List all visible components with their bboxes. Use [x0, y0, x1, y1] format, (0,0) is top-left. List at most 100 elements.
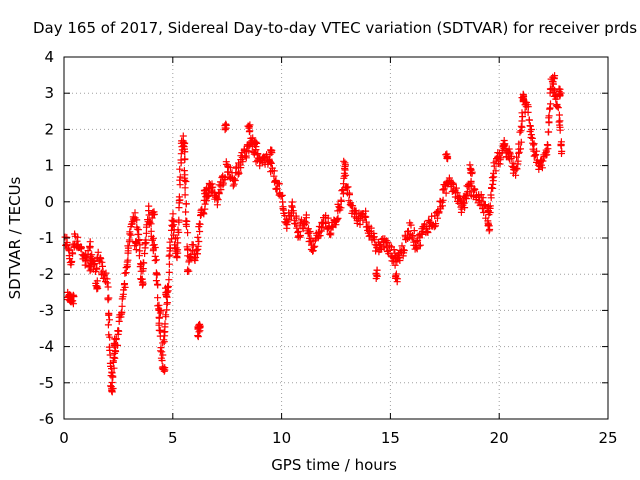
data-point [384, 239, 392, 247]
data-point [104, 283, 112, 291]
data-point [165, 283, 172, 291]
data-point [163, 300, 171, 308]
data-point [237, 164, 245, 172]
data-point [370, 233, 378, 241]
data-point [239, 158, 247, 166]
data-point [432, 220, 440, 228]
data-point [249, 134, 257, 142]
data-point [124, 244, 132, 252]
data-point [245, 124, 253, 132]
data-point [488, 174, 496, 182]
data-point [87, 265, 95, 273]
data-point [182, 208, 190, 216]
data-point [196, 228, 204, 235]
y-tick-label: 2 [44, 120, 54, 138]
data-point [182, 178, 190, 185]
data-point [181, 140, 188, 147]
data-point [518, 109, 526, 117]
data-point [150, 245, 157, 253]
data-point [182, 200, 190, 208]
data-point [108, 388, 116, 396]
data-point [452, 184, 460, 192]
data-point [267, 168, 275, 176]
data-point [146, 218, 154, 226]
data-point [127, 231, 135, 239]
x-tick-label: 5 [168, 429, 178, 447]
data-point [87, 259, 95, 267]
y-tick-label: 3 [44, 84, 54, 102]
data-point [78, 243, 85, 251]
data-point [530, 152, 538, 160]
data-point [557, 141, 565, 149]
data-point [235, 169, 243, 177]
data-point [434, 214, 441, 222]
data-point [176, 165, 184, 173]
data-point [327, 231, 335, 239]
data-point [467, 179, 475, 187]
data-point [110, 364, 118, 372]
data-point [132, 238, 140, 246]
x-tick-label: 10 [272, 429, 291, 447]
data-point [466, 188, 474, 196]
data-point [460, 199, 468, 207]
data-point [442, 151, 450, 159]
data-point [217, 186, 225, 194]
data-point [174, 246, 182, 254]
data-point [545, 118, 553, 126]
data-point [151, 244, 159, 251]
data-point [486, 202, 494, 210]
data-point [194, 233, 202, 241]
x-tick-label: 0 [59, 429, 69, 447]
data-point [81, 261, 89, 269]
data-point [123, 258, 131, 266]
data-point [86, 262, 94, 270]
data-point [531, 151, 539, 159]
data-point [334, 214, 342, 222]
data-point [118, 302, 126, 310]
data-point [324, 214, 332, 222]
data-point [439, 196, 447, 204]
data-point [88, 251, 96, 259]
data-point [267, 146, 275, 154]
data-point [275, 180, 283, 188]
data-point [96, 255, 104, 262]
data-point [530, 140, 538, 148]
data-point [135, 252, 143, 260]
data-point [558, 150, 565, 157]
data-point [175, 193, 183, 201]
data-point [214, 196, 222, 204]
data-point [515, 148, 523, 156]
data-point [132, 246, 140, 254]
data-point [317, 227, 325, 235]
data-point [136, 241, 144, 249]
data-point [230, 175, 238, 183]
data-point [69, 250, 77, 258]
data-point [435, 208, 443, 216]
data-point [344, 183, 352, 191]
data-point [544, 145, 552, 153]
data-point [453, 189, 461, 197]
data-point [118, 308, 126, 316]
data-point [105, 309, 113, 317]
data-point [316, 232, 324, 240]
data-point [415, 242, 423, 250]
grid-lines [64, 57, 608, 419]
data-point [345, 189, 353, 197]
data-point [179, 132, 187, 140]
data-point [153, 256, 160, 264]
data-point [139, 278, 147, 286]
data-point [219, 179, 227, 187]
data-point [288, 203, 296, 211]
data-point [185, 267, 193, 275]
data-point [501, 140, 509, 148]
data-point [105, 294, 113, 302]
data-point [133, 216, 141, 224]
data-point [556, 90, 563, 98]
data-point [159, 351, 167, 359]
x-tick-label: 20 [490, 429, 509, 447]
data-point [487, 191, 495, 199]
data-point [184, 229, 192, 237]
data-point [492, 167, 500, 175]
data-point [184, 245, 192, 253]
data-point [151, 252, 159, 260]
